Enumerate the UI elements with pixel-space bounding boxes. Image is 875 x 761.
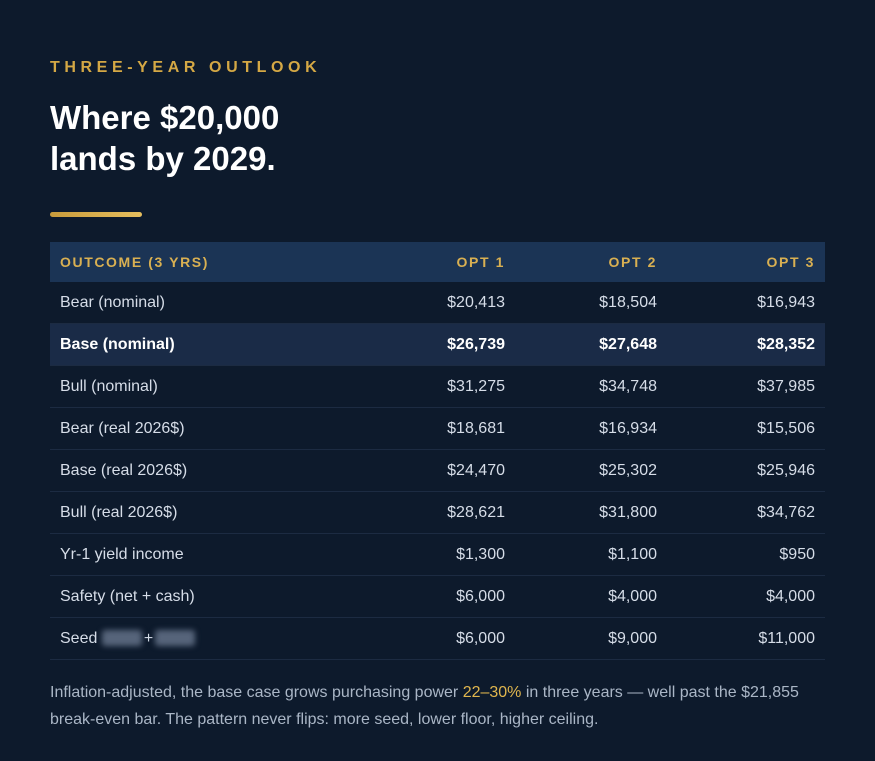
- footnote-highlight: 22–30%: [462, 684, 522, 701]
- plus-sign: +: [143, 629, 154, 647]
- row-label: Base (real 2026$): [50, 449, 355, 492]
- cell-opt-2: $25,302: [515, 449, 667, 492]
- cell-opt-3: $37,985: [667, 365, 825, 408]
- title-line-1: Where $20,000: [50, 99, 280, 136]
- cell-opt-2: $18,504: [515, 282, 667, 324]
- table-row-base-real: Base (real 2026$) $24,470 $25,302 $25,94…: [50, 449, 825, 492]
- row-label: Seed: [60, 629, 98, 647]
- row-label: Bull (nominal): [50, 365, 355, 408]
- footnote-text: Inflation-adjusted, the base case grows …: [50, 684, 463, 701]
- row-label: Bear (nominal): [50, 282, 355, 324]
- row-label: Bull (real 2026$): [50, 491, 355, 534]
- row-label: Base (nominal): [50, 323, 355, 366]
- cell-opt-2: $34,748: [515, 365, 667, 408]
- row-label: Bear (real 2026$): [50, 407, 355, 450]
- cell-opt-1: $1,300: [355, 533, 515, 576]
- table-row-safety: Safety (net + cash) $6,000 $4,000 $4,000: [50, 575, 825, 618]
- table-header-row: OUTCOME (3 YRS) OPT 1 OPT 2 OPT 3: [50, 242, 825, 282]
- footnote-text-end: in three years — well past the $21,855 b…: [50, 684, 799, 728]
- cell-opt-3: $950: [667, 533, 825, 576]
- redacted-text: [101, 629, 142, 646]
- cell-opt-2: $16,934: [515, 407, 667, 450]
- table-row-bull-nominal: Bull (nominal) $31,275 $34,748 $37,985: [50, 365, 825, 408]
- cell-opt-3: $15,506: [667, 407, 825, 450]
- redacted-text: [155, 629, 196, 646]
- cell-opt-1: $28,621: [355, 491, 515, 534]
- row-label-seed: Seed +: [50, 617, 355, 660]
- cell-opt-2: $1,100: [515, 533, 667, 576]
- table-row-yield-income: Yr-1 yield income $1,300 $1,100 $950: [50, 533, 825, 576]
- table-row-seed: Seed + $6,000 $9,000 $11,000: [50, 617, 825, 660]
- table-row-bear-real: Bear (real 2026$) $18,681 $16,934 $15,50…: [50, 407, 825, 450]
- title-line-2: lands by 2029.: [50, 140, 276, 177]
- cell-opt-2: $9,000: [515, 617, 667, 660]
- cell-opt-3: $28,352: [667, 323, 825, 366]
- cell-opt-1: $6,000: [355, 575, 515, 618]
- cell-opt-1: $31,275: [355, 365, 515, 408]
- cell-opt-2: $4,000: [515, 575, 667, 618]
- column-header-outcome: OUTCOME (3 YRS): [50, 242, 355, 282]
- table-row-base-nominal: Base (nominal) $26,739 $27,648 $28,352: [50, 323, 825, 366]
- cell-opt-3: $34,762: [667, 491, 825, 534]
- table-row-bull-real: Bull (real 2026$) $28,621 $31,800 $34,76…: [50, 491, 825, 534]
- row-label: Yr-1 yield income: [50, 533, 355, 576]
- column-header-opt-1: OPT 1: [355, 242, 515, 282]
- cell-opt-1: $20,413: [355, 282, 515, 324]
- eyebrow: THREE-YEAR OUTLOOK: [50, 59, 322, 76]
- cell-opt-3: $4,000: [667, 575, 825, 618]
- footnote: Inflation-adjusted, the base case grows …: [50, 679, 825, 733]
- page-title: Where $20,000 lands by 2029.: [50, 97, 370, 179]
- cell-opt-3: $25,946: [667, 449, 825, 492]
- cell-opt-1: $18,681: [355, 407, 515, 450]
- accent-rule: [50, 212, 142, 217]
- outcome-table: OUTCOME (3 YRS) OPT 1 OPT 2 OPT 3 Bear (…: [50, 242, 825, 660]
- column-header-opt-3: OPT 3: [667, 242, 825, 282]
- cell-opt-3: $11,000: [667, 617, 825, 660]
- table-row-bear-nominal: Bear (nominal) $20,413 $18,504 $16,943: [50, 282, 825, 324]
- cell-opt-2: $27,648: [515, 323, 667, 366]
- cell-opt-2: $31,800: [515, 491, 667, 534]
- column-header-opt-2: OPT 2: [515, 242, 667, 282]
- row-label: Safety (net + cash): [50, 575, 355, 618]
- cell-opt-1: $26,739: [355, 323, 515, 366]
- cell-opt-1: $6,000: [355, 617, 515, 660]
- cell-opt-3: $16,943: [667, 282, 825, 324]
- cell-opt-1: $24,470: [355, 449, 515, 492]
